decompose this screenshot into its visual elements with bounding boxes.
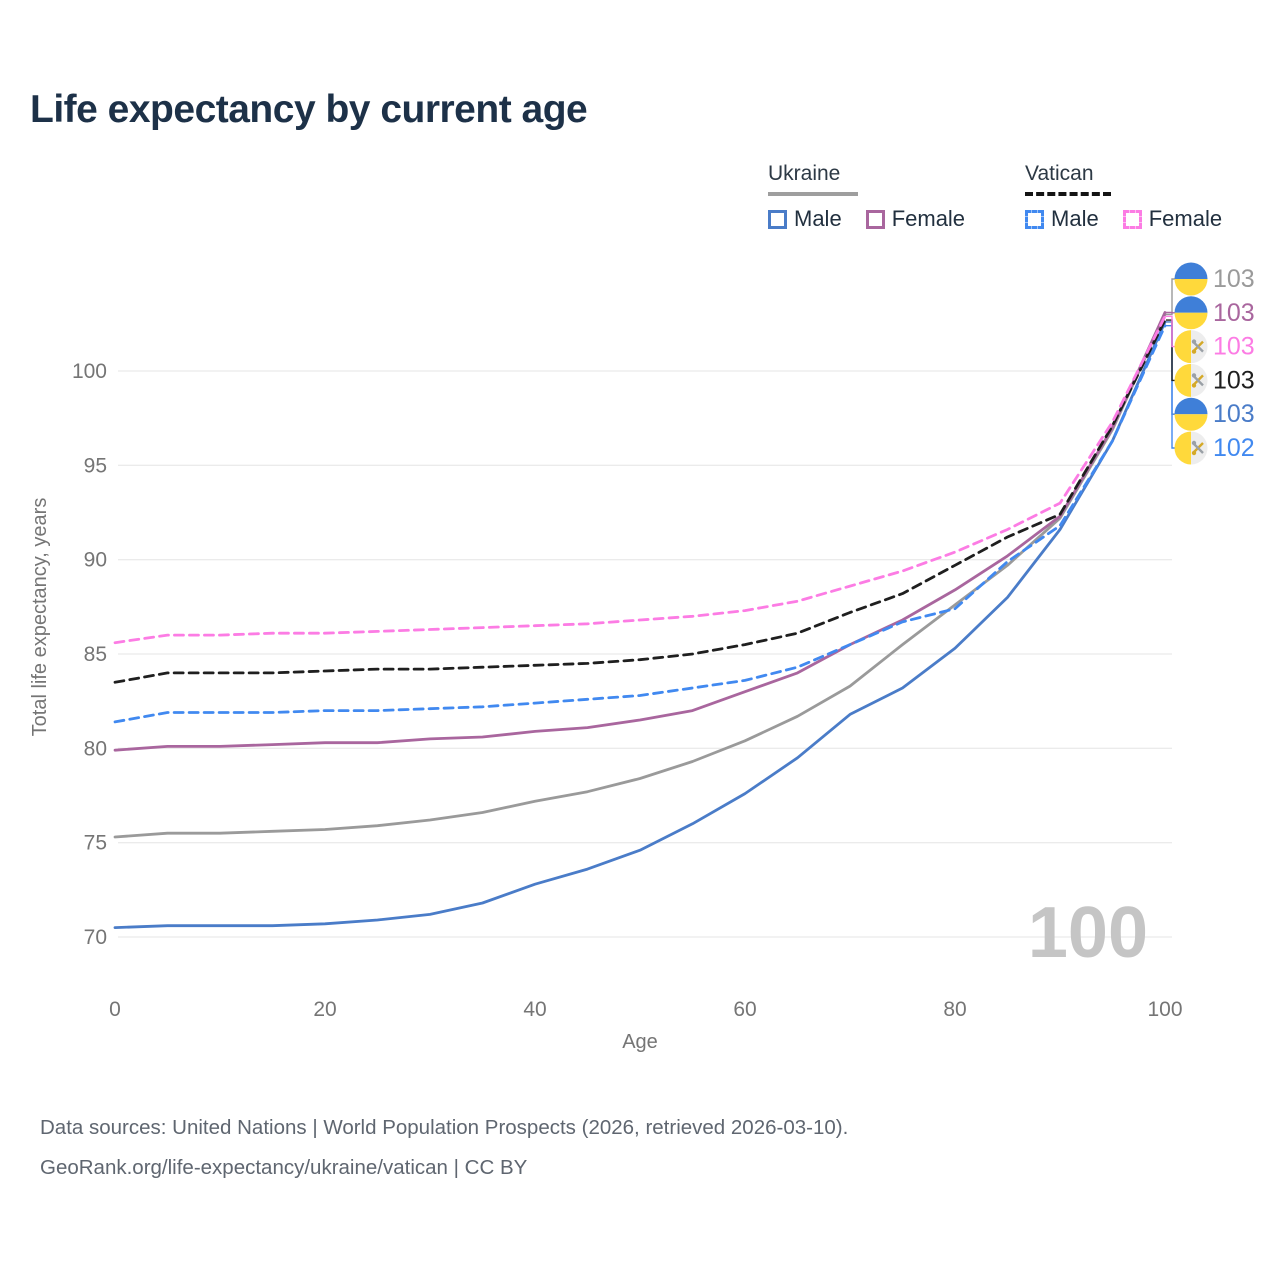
end-label-vatican-male: 102 <box>1213 434 1255 462</box>
flag-icon-ukraine <box>1174 397 1208 431</box>
series-line-vatican-male[interactable] <box>113 324 1167 724</box>
flag-icon-ukraine <box>1174 262 1208 296</box>
footer-attribution: GeoRank.org/life-expectancy/ukraine/vati… <box>40 1156 528 1179</box>
y-axis-label: Total life expectancy, years <box>29 498 51 737</box>
legend-swatch-ukraine-female <box>865 209 885 229</box>
end-label-ukraine-male: 103 <box>1213 400 1255 428</box>
legend-swatch-vatican-female <box>1122 209 1142 229</box>
series-line-vatican-total[interactable] <box>113 318 1167 684</box>
legend-item-vatican-female[interactable]: Female <box>1122 206 1223 232</box>
series-line-ukraine-male[interactable] <box>113 320 1167 929</box>
legend-label-ukraine-female: Female <box>891 206 966 231</box>
series-line-ukraine-female[interactable] <box>113 311 1167 752</box>
leader-line-ukraine-male <box>1166 321 1175 415</box>
end-label-vatican-total: 103 <box>1213 366 1255 394</box>
series-line-vatican-female[interactable] <box>113 314 1167 645</box>
chart-title: Life expectancy by current age <box>30 88 588 131</box>
footer-sources: Data sources: United Nations | World Pop… <box>40 1116 849 1139</box>
footer: Data sources: United Nations | World Pop… <box>40 1108 848 1188</box>
y-tick-85: 85 <box>84 643 107 666</box>
flag-icon-ukraine <box>1174 296 1208 330</box>
legend-item-ukraine-female[interactable]: Female <box>865 206 966 232</box>
legend-item-ukraine-male[interactable]: Male <box>768 206 842 232</box>
end-label-ukraine-total: 103 <box>1213 265 1255 293</box>
age-watermark: 100 <box>1028 893 1148 973</box>
y-tick-80: 80 <box>84 737 107 760</box>
flag-icon-vatican <box>1174 330 1208 364</box>
x-tick-0: 0 <box>109 998 121 1021</box>
legend-swatch-vatican-male <box>1025 209 1045 229</box>
series-line-ukraine-total[interactable] <box>113 312 1167 839</box>
y-tick-100: 100 <box>72 360 107 383</box>
legend-swatch-ukraine-male <box>768 209 787 229</box>
y-tick-95: 95 <box>84 454 107 477</box>
end-label-ukraine-female: 103 <box>1213 299 1255 327</box>
leader-line-vatican-male <box>1166 325 1175 449</box>
legend-label-vatican-male: Male <box>1051 206 1099 231</box>
end-label-vatican-female: 103 <box>1213 333 1255 361</box>
legend-item-vatican-male[interactable]: Male <box>1025 206 1099 232</box>
flag-icon-vatican <box>1174 363 1208 397</box>
leader-line-ukraine-total <box>1166 278 1175 316</box>
legend-country-vatican[interactable]: Vatican <box>1025 162 1112 196</box>
x-tick-80: 80 <box>943 998 966 1021</box>
leader-line-vatican-total <box>1166 319 1175 382</box>
legend: Ukraine Male Female Vatican Male <box>768 162 1250 232</box>
flag-icon-vatican <box>1174 431 1208 465</box>
x-tick-60: 60 <box>733 998 756 1021</box>
x-tick-40: 40 <box>523 998 546 1021</box>
leader-line-vatican-female <box>1166 315 1175 348</box>
y-tick-90: 90 <box>84 549 107 572</box>
legend-group-ukraine: Ukraine Male Female <box>768 162 965 232</box>
x-axis-label: Age <box>622 1031 658 1053</box>
y-tick-75: 75 <box>84 832 107 855</box>
legend-country-ukraine[interactable]: Ukraine <box>768 162 858 196</box>
legend-group-vatican: Vatican Male Female <box>1025 162 1222 232</box>
x-tick-100: 100 <box>1147 998 1182 1021</box>
legend-label-ukraine-male: Male <box>794 206 842 231</box>
x-tick-20: 20 <box>313 998 336 1021</box>
legend-label-vatican-female: Female <box>1148 206 1223 231</box>
y-tick-70: 70 <box>84 926 107 949</box>
